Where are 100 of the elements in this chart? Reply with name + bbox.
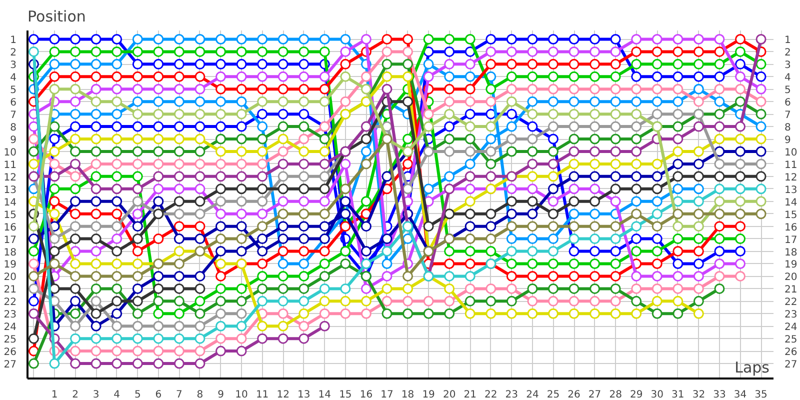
point <box>28 158 39 170</box>
point <box>714 258 725 269</box>
point <box>464 296 476 306</box>
point <box>340 71 351 82</box>
point <box>278 296 288 306</box>
point <box>153 58 164 70</box>
point <box>548 158 558 170</box>
point <box>672 258 684 269</box>
point <box>527 246 538 257</box>
point <box>257 71 268 82</box>
point <box>90 296 102 306</box>
point <box>548 96 558 107</box>
point <box>610 246 621 257</box>
y2-tick-label: 10 <box>784 147 798 158</box>
point <box>194 208 206 220</box>
point <box>735 71 746 82</box>
point <box>714 58 725 70</box>
y-tick-label: 6 <box>10 98 17 109</box>
point <box>631 34 642 44</box>
point <box>90 46 102 57</box>
point <box>568 58 580 70</box>
point <box>153 108 164 120</box>
point <box>672 34 684 44</box>
point <box>444 146 455 157</box>
point <box>506 258 517 269</box>
point <box>319 308 330 319</box>
point <box>756 196 766 207</box>
point <box>527 121 538 132</box>
point <box>28 270 39 282</box>
point <box>735 34 746 44</box>
point <box>527 270 538 282</box>
point <box>548 108 558 120</box>
y-tick-label: 24 <box>4 322 17 334</box>
point <box>382 283 392 294</box>
point <box>506 296 517 306</box>
point <box>672 71 684 82</box>
point <box>610 96 621 107</box>
point <box>298 208 310 220</box>
point <box>153 234 164 244</box>
point <box>236 184 247 194</box>
point <box>382 258 392 269</box>
y-tick-label: 17 <box>4 234 17 246</box>
point <box>257 46 268 57</box>
point <box>527 171 538 182</box>
point <box>216 96 226 107</box>
point <box>70 158 81 170</box>
point <box>216 58 226 70</box>
point <box>216 134 226 144</box>
point <box>568 34 580 44</box>
point <box>194 270 206 282</box>
point <box>70 184 81 194</box>
point <box>112 34 122 44</box>
x-tick-label: 24 <box>526 390 539 400</box>
point <box>527 158 538 170</box>
point <box>257 34 268 44</box>
point <box>90 234 102 244</box>
point <box>360 296 372 306</box>
point <box>631 134 642 144</box>
point <box>590 184 600 194</box>
point <box>153 358 164 369</box>
point <box>672 96 684 107</box>
point <box>132 196 143 207</box>
point <box>360 158 372 170</box>
point <box>28 296 39 306</box>
point <box>278 58 288 70</box>
point <box>257 258 268 269</box>
point <box>257 196 268 207</box>
point <box>28 258 39 269</box>
point <box>631 171 642 182</box>
point <box>693 308 704 319</box>
point <box>610 270 621 282</box>
point <box>444 84 455 94</box>
point <box>548 34 558 44</box>
point <box>153 84 164 94</box>
point <box>423 221 434 232</box>
point <box>486 234 496 244</box>
y-tick-label: 22 <box>4 297 17 308</box>
point <box>49 121 60 132</box>
point <box>28 246 39 257</box>
x-tick-label: 25 <box>546 390 560 400</box>
y2-tick-label: 8 <box>784 122 791 134</box>
point <box>174 146 184 157</box>
point <box>360 246 372 257</box>
point <box>132 308 143 319</box>
point <box>756 58 766 70</box>
point <box>112 71 122 82</box>
point <box>319 196 330 207</box>
point <box>402 270 414 282</box>
point <box>90 171 102 182</box>
point <box>631 184 642 194</box>
point <box>90 184 102 194</box>
point <box>132 358 143 369</box>
point <box>70 96 81 107</box>
point <box>70 134 81 144</box>
point <box>49 134 60 144</box>
point <box>568 246 580 257</box>
point <box>631 234 642 244</box>
point <box>568 121 580 132</box>
point <box>486 96 496 107</box>
point <box>70 196 81 207</box>
